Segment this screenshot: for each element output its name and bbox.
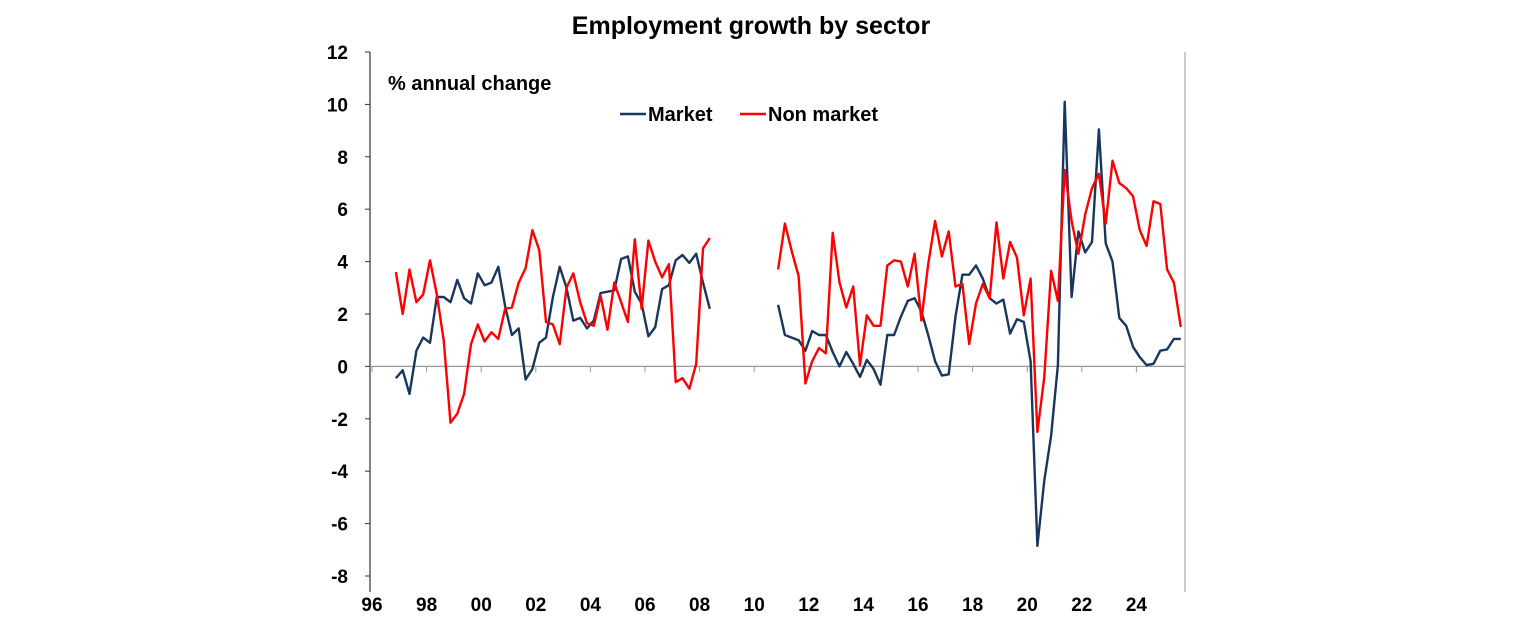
x-axis: 96 98 00 02 04 06 08 10 12 14 16 18 20 22 24 [361, 366, 1147, 616]
y-tick-label: -6 [331, 515, 348, 536]
legend-label-market: Market [648, 104, 713, 126]
y-axis-label: % annual change [388, 73, 551, 95]
x-tick-label: 06 [634, 595, 655, 616]
x-tick-label: 22 [1071, 595, 1092, 616]
x-tick-label: 12 [798, 595, 819, 616]
x-tick-label: 16 [907, 595, 928, 616]
x-tick-label: 04 [580, 595, 602, 616]
chart-title: Employment growth by sector [572, 12, 931, 40]
y-tick-label: 12 [327, 43, 348, 64]
x-tick-label: 00 [471, 595, 492, 616]
y-tick-label: -4 [331, 462, 348, 483]
series-lines [394, 100, 1182, 548]
y-tick-label: 10 [327, 95, 348, 116]
x-tick-label: 96 [361, 595, 382, 616]
y-tick-label: 6 [337, 200, 348, 221]
x-tick-label: 18 [962, 595, 983, 616]
x-tick-label: 14 [853, 595, 875, 616]
y-tick-label: -8 [331, 567, 348, 588]
series-line-non-market [394, 159, 1182, 434]
x-tick-label: 08 [689, 595, 710, 616]
y-tick-label: 8 [337, 148, 348, 169]
x-tick-label: 98 [416, 595, 437, 616]
plot-frame [369, 52, 1186, 592]
y-tick-label: 4 [337, 253, 348, 274]
y-axis: -8 -6 -4 -2 0 2 4 6 8 10 12 [327, 43, 370, 588]
y-tick-label: 0 [337, 357, 348, 378]
x-tick-label: 24 [1126, 595, 1148, 616]
legend-label-non-market: Non market [768, 104, 878, 126]
y-tick-label: 2 [337, 305, 348, 326]
x-tick-label: 10 [744, 595, 765, 616]
series-line-market [394, 100, 1181, 548]
x-tick-label: 02 [525, 595, 546, 616]
legend: Market Non market [620, 104, 878, 126]
y-tick-label: -2 [331, 410, 348, 431]
x-tick-label: 20 [1017, 595, 1038, 616]
